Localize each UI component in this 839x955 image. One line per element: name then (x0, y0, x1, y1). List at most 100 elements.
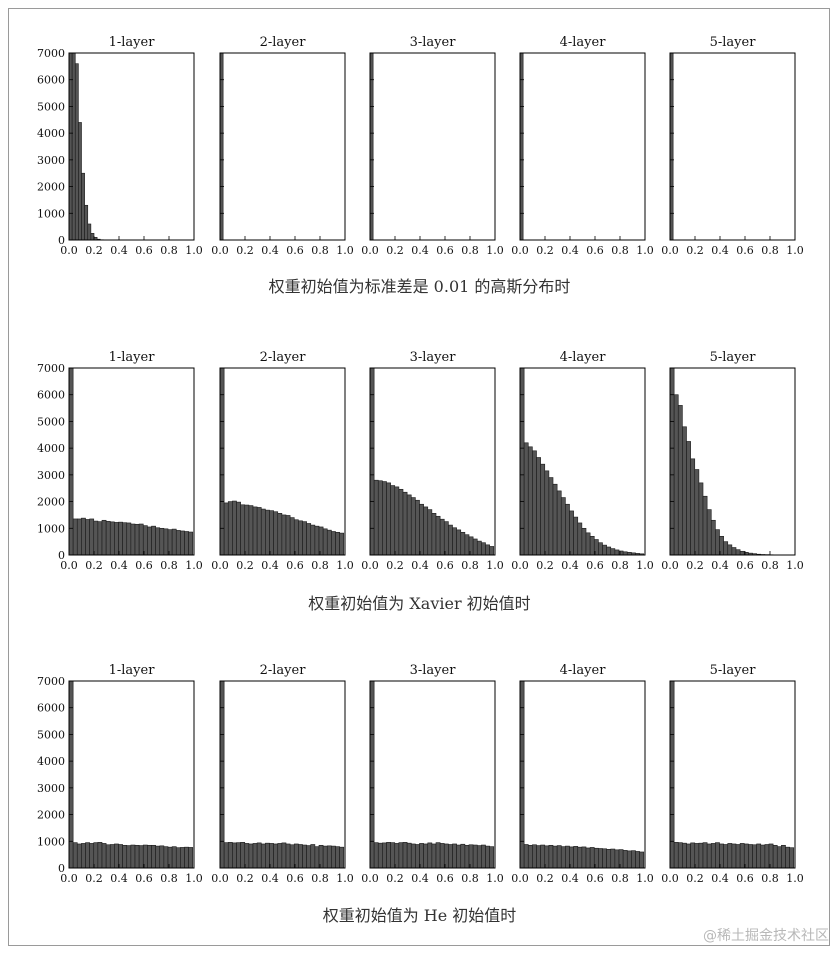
histogram-bar (76, 843, 82, 869)
histogram-bar (76, 518, 82, 556)
histogram-bar (735, 549, 741, 556)
histogram-bar (565, 503, 570, 556)
x-tick-label: 0.2 (386, 244, 404, 257)
histogram-bar (219, 680, 225, 869)
x-tick-label: 0.2 (686, 872, 704, 885)
x-tick-label: 0.2 (536, 559, 554, 572)
histogram-bar (302, 844, 307, 869)
x-tick-label: 0.8 (761, 872, 779, 885)
histogram-bar (314, 846, 320, 869)
histogram-bar (130, 523, 136, 556)
x-tick-label: 0.2 (85, 872, 103, 885)
x-tick-label: 1.0 (336, 244, 354, 257)
histogram-bar (390, 842, 396, 869)
y-tick-label: 0 (58, 862, 65, 875)
x-tick-label: 0.0 (60, 244, 78, 257)
histogram-bar (281, 514, 287, 556)
histogram-bar (273, 843, 279, 869)
histogram-bar (472, 538, 478, 556)
x-tick-label: 0.0 (361, 244, 379, 257)
histogram-bar (331, 531, 336, 556)
histogram-bar (556, 845, 562, 869)
histogram-bar (175, 847, 181, 869)
x-tick-label: 0.8 (611, 872, 629, 885)
panel-3-3: 3-layer 0.0 0.2 0.4 0.6 0.8 1.0 (361, 663, 504, 885)
histogram-bar (369, 680, 375, 869)
histogram-bar (163, 846, 169, 869)
histogram-bar (540, 463, 546, 556)
histogram-bar (114, 843, 119, 869)
histogram-bar (306, 523, 312, 556)
histogram-bar (464, 844, 470, 869)
x-tick-label: 0.4 (411, 872, 429, 885)
histogram-bar (631, 850, 636, 869)
histogram-bar (273, 511, 279, 556)
histogram-bar (89, 518, 95, 556)
x-tick-label: 0.0 (361, 872, 379, 885)
histogram-bar (485, 544, 490, 556)
histogram-bar (90, 233, 95, 241)
histogram-bar (302, 521, 307, 556)
histogram-bar (310, 524, 316, 556)
histogram-bar (373, 842, 379, 869)
histogram-bar (610, 848, 616, 869)
histogram-bar (159, 527, 165, 556)
histogram-bar (289, 844, 295, 869)
x-tick-label: 1.0 (185, 872, 203, 885)
x-tick-label: 0.0 (511, 559, 529, 572)
histogram-bar (415, 844, 420, 869)
histogram-bar (390, 485, 396, 556)
x-tick-label: 0.8 (611, 559, 629, 572)
histogram-bar (180, 530, 185, 556)
histogram-bar (602, 848, 607, 869)
histogram-bar (248, 843, 254, 869)
histogram-bar (532, 450, 537, 556)
histogram-bar (223, 502, 229, 556)
histogram-bar (72, 842, 78, 869)
histogram-bar (452, 843, 457, 869)
y-tick-label: 2000 (37, 809, 65, 822)
histogram-bar (573, 846, 579, 869)
histogram-bar (686, 843, 691, 869)
figure-frame (8, 8, 830, 946)
x-tick-label: 0.4 (711, 244, 729, 257)
histogram-bar (402, 491, 408, 556)
y-tick-label: 0 (58, 549, 65, 562)
histogram-bar (386, 482, 391, 556)
histogram-bar (435, 515, 441, 556)
histogram-bar (560, 497, 566, 556)
histogram-bar (240, 504, 246, 556)
histogram-bar (589, 847, 595, 869)
histogram-bar (698, 842, 704, 869)
histogram-bar (105, 521, 111, 556)
histogram-bar (219, 367, 225, 556)
y-tick-label: 6000 (37, 389, 65, 402)
histogram-bar (739, 550, 745, 556)
histogram-bar (606, 546, 612, 556)
histogram-bar (377, 842, 383, 869)
histogram-bar (548, 844, 554, 869)
histogram-bar (710, 519, 716, 556)
histogram-bar (752, 844, 757, 869)
y-tick-label: 4000 (37, 442, 65, 455)
histogram-bar (151, 844, 156, 869)
panel-title: 4-layer (560, 663, 607, 678)
x-tick-label: 0.8 (311, 244, 329, 257)
histogram-bar (339, 846, 345, 869)
histogram-bar (285, 515, 291, 556)
histogram-bar (142, 525, 148, 556)
x-tick-label: 0.6 (286, 872, 304, 885)
histogram-bar (585, 847, 591, 869)
histogram-bar (285, 843, 291, 869)
histogram-bar (789, 847, 795, 869)
caption-he: 权重初始值为 He 初始值时 (322, 906, 517, 925)
x-tick-label: 0.4 (411, 559, 429, 572)
x-tick-label: 0.4 (261, 872, 279, 885)
panel-2-2: 2-layer 0.0 0.2 0.4 0.6 0.8 1.0 (211, 350, 354, 572)
histogram-bar (544, 470, 550, 556)
histogram-bar (147, 526, 152, 556)
x-tick-label: 0.8 (611, 244, 629, 257)
x-tick-label: 0.4 (711, 559, 729, 572)
histogram-bar (731, 843, 737, 869)
histogram-bar (569, 510, 574, 556)
